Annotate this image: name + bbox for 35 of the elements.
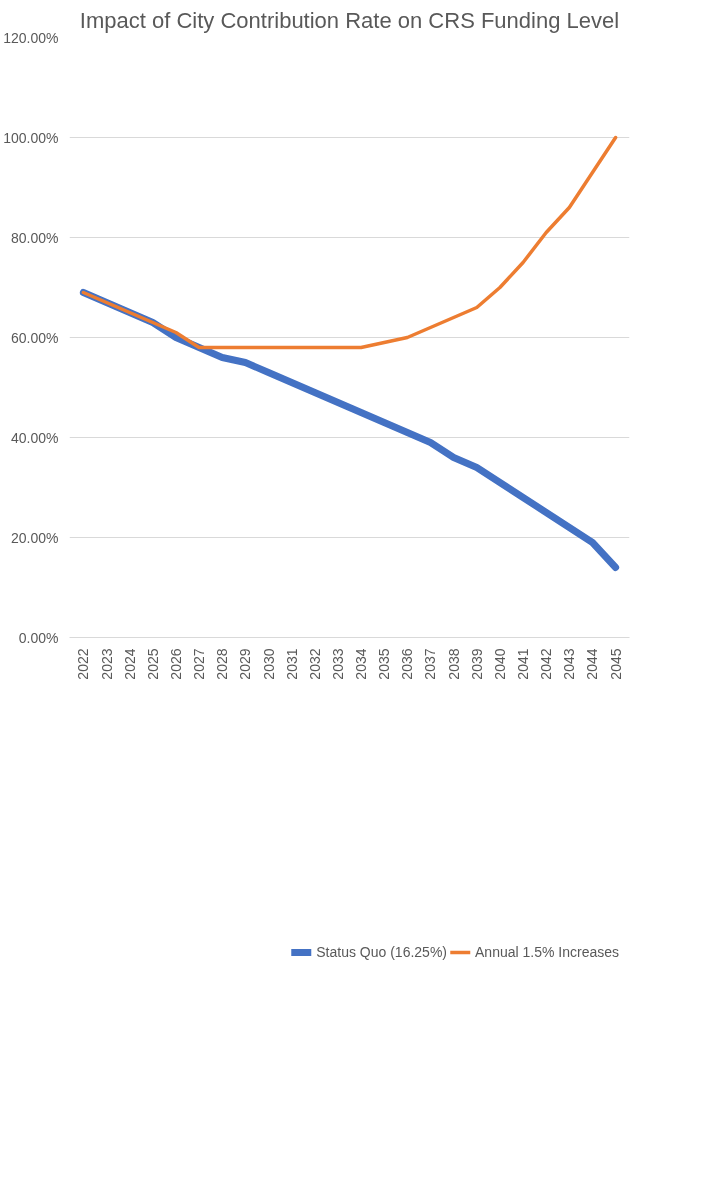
y-tick-label: 120.00%	[3, 29, 59, 46]
y-tick-label: 60.00%	[11, 329, 59, 346]
y-tick-label: 40.00%	[11, 429, 59, 446]
x-tick-label: 2036	[399, 648, 416, 680]
x-tick-label: 2026	[167, 648, 184, 680]
y-tick-label: 80.00%	[11, 229, 59, 246]
x-tick-label: 2045	[607, 648, 624, 680]
x-tick-label: 2028	[214, 648, 231, 680]
x-tick-label: 2041	[515, 648, 532, 680]
x-tick-label: 2030	[260, 648, 277, 680]
x-tick-label: 2029	[237, 648, 254, 680]
x-tick-label: 2035	[376, 648, 393, 680]
x-tick-label: 2044	[584, 648, 601, 680]
x-tick-label: 2032	[306, 648, 323, 680]
x-tick-label: 2040	[491, 648, 508, 680]
x-tick-label: 2037	[422, 648, 439, 680]
y-tick-label: 0.00%	[18, 629, 59, 646]
x-tick-label: 2022	[75, 648, 92, 680]
chart-title: Impact of City Contribution Rate on CRS Funding Level	[79, 7, 620, 33]
x-tick-label: 2039	[468, 648, 485, 680]
y-tick-label: 20.00%	[11, 529, 59, 546]
legend-label: Annual 1.5% Increases	[475, 944, 619, 960]
y-tick-label: 100.00%	[3, 129, 59, 146]
x-tick-label: 2038	[445, 648, 462, 680]
x-tick-label: 2027	[191, 648, 208, 680]
x-tick-label: 2025	[144, 648, 161, 680]
x-tick-label: 2042	[538, 648, 555, 680]
x-tick-label: 2043	[561, 648, 578, 680]
x-tick-label: 2031	[283, 648, 300, 680]
line-series	[81, 135, 618, 350]
x-tick-label: 2023	[98, 648, 115, 680]
legend-label: Status Quo (16.25%)	[316, 944, 448, 960]
x-tick-label: 2024	[121, 648, 138, 680]
x-tick-label: 2033	[329, 648, 346, 680]
x-tick-label: 2034	[353, 648, 370, 680]
